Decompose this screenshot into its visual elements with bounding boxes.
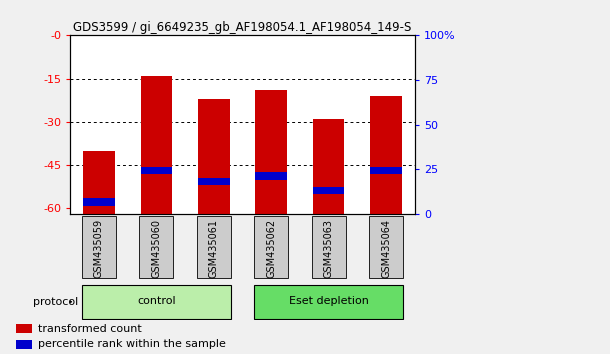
Bar [16, 340, 32, 349]
Bar [370, 167, 402, 174]
PathPatch shape [57, 292, 72, 311]
Bar [256, 90, 287, 214]
FancyBboxPatch shape [82, 216, 116, 278]
Bar [140, 76, 172, 214]
FancyBboxPatch shape [82, 285, 231, 319]
FancyBboxPatch shape [312, 216, 346, 278]
FancyBboxPatch shape [254, 216, 288, 278]
Bar [83, 151, 115, 214]
Title: GDS3599 / gi_6649235_gb_AF198054.1_AF198054_149-S: GDS3599 / gi_6649235_gb_AF198054.1_AF198… [73, 21, 412, 34]
Bar [370, 96, 402, 214]
Text: control: control [137, 296, 176, 306]
Bar [16, 324, 32, 333]
Text: GSM435062: GSM435062 [266, 219, 276, 278]
Bar [198, 99, 229, 214]
FancyBboxPatch shape [254, 285, 403, 319]
Bar [256, 172, 287, 179]
Text: Eset depletion: Eset depletion [289, 296, 368, 306]
Text: GSM435059: GSM435059 [94, 219, 104, 278]
Bar [313, 119, 345, 214]
Text: protocol: protocol [33, 297, 78, 307]
FancyBboxPatch shape [369, 216, 403, 278]
Bar [140, 167, 172, 174]
Bar [83, 198, 115, 206]
Text: GSM435064: GSM435064 [381, 219, 391, 278]
Text: transformed count: transformed count [38, 324, 142, 334]
FancyBboxPatch shape [139, 216, 173, 278]
Bar [313, 187, 345, 194]
Text: GSM435060: GSM435060 [151, 219, 161, 278]
Text: GSM435061: GSM435061 [209, 219, 219, 278]
Text: GSM435063: GSM435063 [324, 219, 334, 278]
Bar [198, 178, 229, 185]
Text: percentile rank within the sample: percentile rank within the sample [38, 339, 226, 349]
FancyBboxPatch shape [197, 216, 231, 278]
